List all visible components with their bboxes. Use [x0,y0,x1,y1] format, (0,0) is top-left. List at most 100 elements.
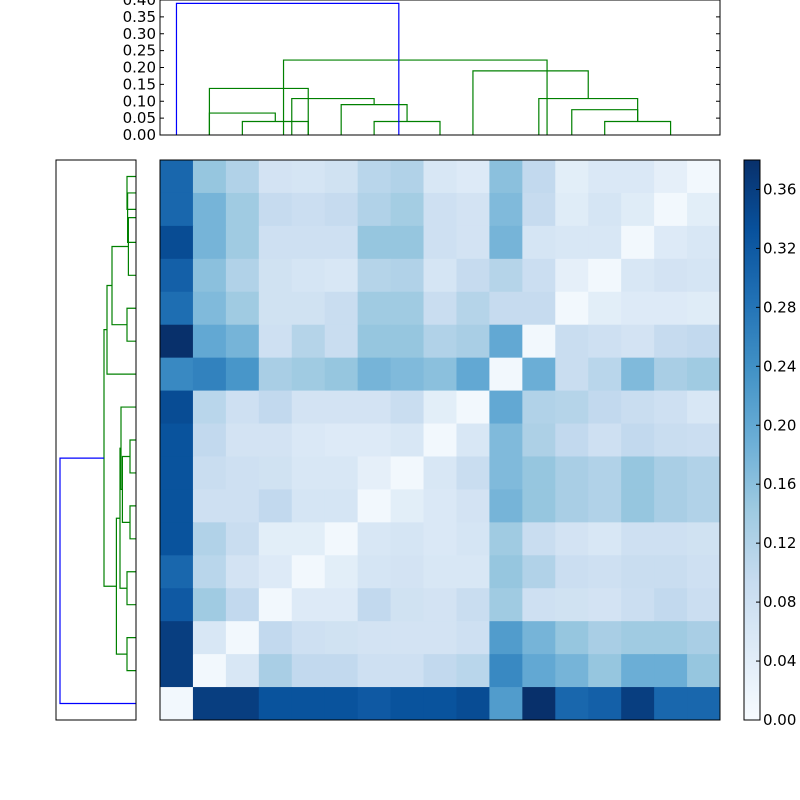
heatmap-cell [324,291,359,326]
heatmap-cell [489,588,523,622]
left-dendrogram-frame [55,159,137,721]
heatmap-cell [291,489,326,523]
heatmap-cell [621,654,655,688]
heatmap-cell [357,258,392,293]
heatmap-cell [291,588,326,622]
heatmap-cell [489,258,523,293]
heatmap-cell [291,522,326,556]
heatmap-cell [258,489,293,523]
heatmap-cell [588,291,622,326]
heatmap-cells [160,160,721,721]
left-dendrogram-links [59,175,136,705]
heatmap-cell [489,291,523,326]
heatmap-cell [489,654,523,688]
heatmap-cell [225,357,260,392]
heatmap-cell [489,456,523,490]
heatmap-cell [654,456,688,490]
heatmap-cell [654,192,688,227]
heatmap-cell [324,423,359,457]
heatmap-cell [291,687,326,721]
heatmap-cell [291,423,326,457]
heatmap-cell [522,621,556,655]
heatmap-cell [357,489,392,523]
heatmap-cell [522,390,556,425]
heatmap-cell [390,555,425,589]
heatmap-cell [489,225,523,260]
heatmap-cell [258,456,293,490]
top-dendrogram-frame [159,0,721,136]
heatmap-cell [522,654,556,688]
heatmap-cell [291,654,326,688]
heatmap-cell [357,192,392,227]
colorbar-tick-label: 0.24 [763,357,796,375]
heatmap-cell [621,621,655,655]
heatmap-cell [621,160,655,194]
heatmap-cell [423,357,457,392]
heatmap-cell [555,258,589,293]
heatmap-cell [324,160,359,194]
heatmap-cell [225,192,260,227]
colorbar-tick-label: 0.28 [763,298,796,316]
heatmap-cell [291,555,326,589]
heatmap-cell [225,654,260,688]
heatmap [159,159,721,721]
heatmap-cell [489,192,523,227]
heatmap-cell [390,489,425,523]
heatmap-cell [192,390,227,425]
heatmap-cell [390,192,425,227]
heatmap-cell [555,456,589,490]
heatmap-cell [654,555,688,589]
heatmap-cell [555,522,589,556]
heatmap-cell [225,588,260,622]
heatmap-cell [160,390,194,425]
heatmap-cell [423,192,457,227]
heatmap-cell [489,621,523,655]
heatmap-cell [324,258,359,293]
heatmap-cell [324,456,359,490]
heatmap-cell [291,225,326,260]
heatmap-cell [621,687,655,721]
heatmap-cell [489,423,523,457]
heatmap-cell [160,489,194,523]
heatmap-cell [423,621,457,655]
top-dendrogram-tick-label: 0.30 [123,25,156,43]
heatmap-cell [555,654,589,688]
heatmap-cell [687,390,721,425]
heatmap-cell [621,555,655,589]
heatmap-cell [225,456,260,490]
heatmap-cell [555,357,589,392]
heatmap-cell [225,687,260,721]
heatmap-cell [357,687,392,721]
heatmap-cell [522,225,556,260]
heatmap-cell [291,192,326,227]
heatmap-cell [687,324,721,359]
heatmap-cell [423,258,457,293]
heatmap-cell [160,588,194,622]
heatmap-cell [324,687,359,721]
heatmap-cell [160,621,194,655]
heatmap-cell [456,357,490,392]
heatmap-cell [357,588,392,622]
dendrogram-link [208,87,309,135]
heatmap-cell [160,522,194,556]
heatmap-cell [423,225,457,260]
heatmap-cell [588,489,622,523]
heatmap-cell [258,522,293,556]
colorbar-tick-label: 0.08 [763,593,796,611]
heatmap-cell [258,357,293,392]
top-dendrogram-links [175,2,672,135]
heatmap-cell [456,225,490,260]
heatmap-cell [160,456,194,490]
heatmap-cell [390,654,425,688]
heatmap-cell [324,522,359,556]
heatmap-cell [192,291,227,326]
heatmap-cell [423,456,457,490]
dendrogram-link [291,97,375,135]
colorbar-frame [743,159,761,721]
heatmap-cell [489,489,523,523]
heatmap-cell [324,192,359,227]
heatmap-cell [522,291,556,326]
heatmap-cell [621,357,655,392]
heatmap-cell [291,160,326,194]
heatmap-cell [456,621,490,655]
